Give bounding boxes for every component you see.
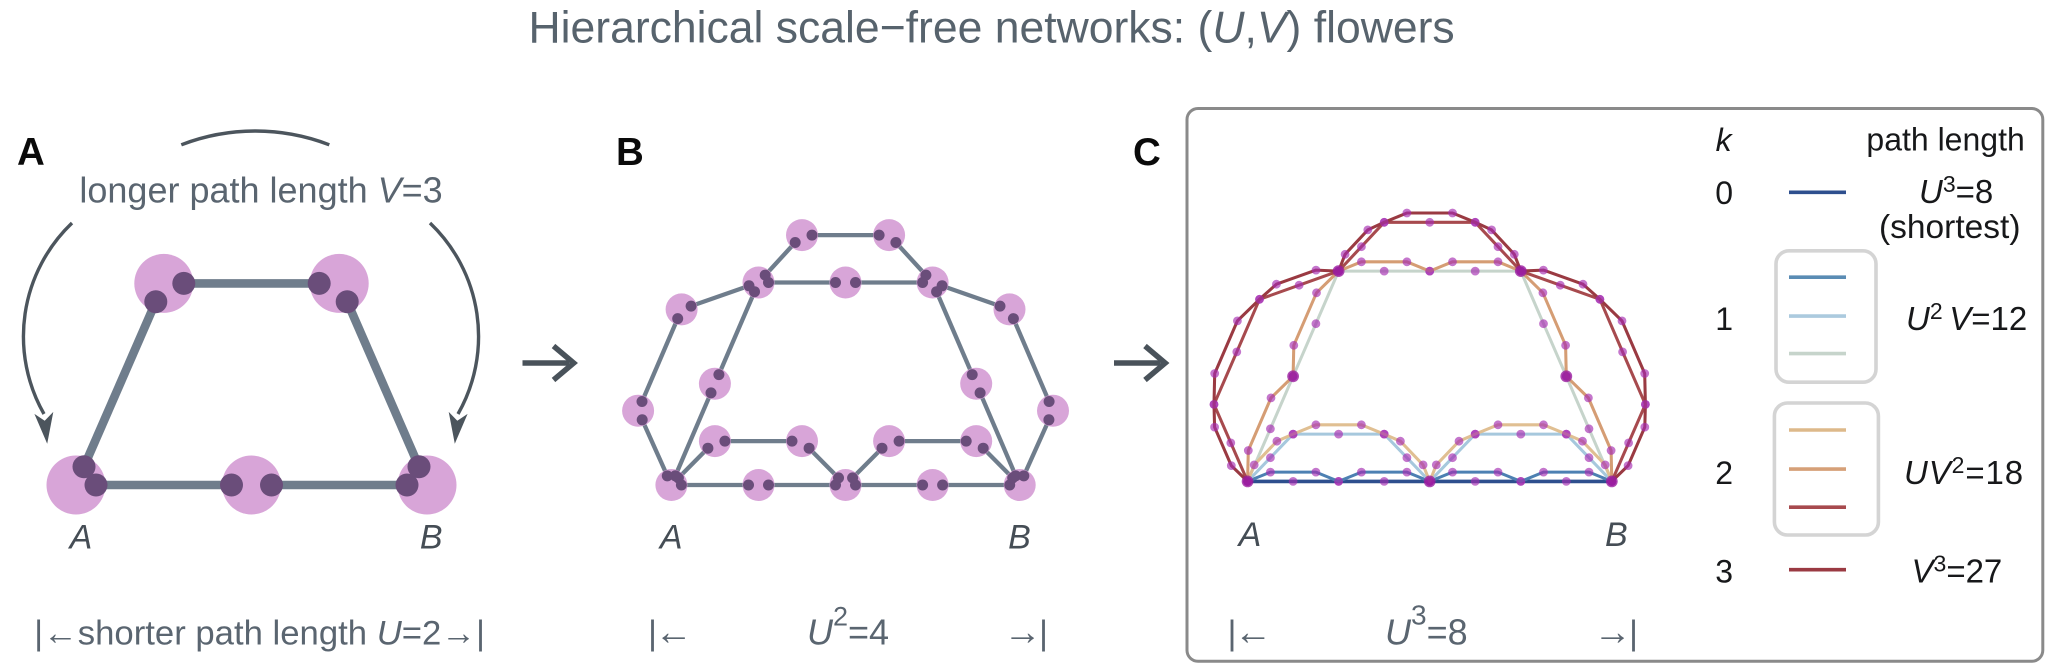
svg-text:UV2=18: UV2=18 [1904, 452, 2024, 491]
svg-text:B: B [1605, 516, 1628, 554]
svg-text:A: A [17, 131, 45, 174]
svg-text:U3=8: U3=8 [1919, 171, 1993, 210]
svg-text:C: C [1133, 131, 1161, 174]
svg-text:1: 1 [1715, 301, 1733, 337]
svg-text:V3=27: V3=27 [1912, 551, 2003, 590]
svg-text:|←: |← [1228, 612, 1273, 654]
svg-text:path length: path length [1866, 122, 2024, 158]
svg-text:|←shorter path length U=2→|: |←shorter path length U=2→| [34, 615, 485, 653]
svg-text:longer path length V=3: longer path length V=3 [79, 170, 442, 211]
svg-text:B: B [616, 131, 644, 174]
svg-text:B: B [1008, 519, 1031, 557]
svg-text:→|: →| [1003, 612, 1048, 654]
svg-text:0: 0 [1715, 175, 1733, 211]
svg-text:U2=4: U2=4 [807, 602, 889, 653]
svg-text:A: A [68, 519, 93, 557]
svg-text:|←: |← [648, 612, 693, 654]
svg-text:A: A [658, 519, 683, 557]
svg-text:A: A [1237, 516, 1262, 554]
svg-text:→|: →| [1593, 612, 1638, 654]
svg-text:U3=8: U3=8 [1385, 600, 1468, 653]
svg-text:B: B [420, 519, 443, 557]
svg-text:k: k [1716, 122, 1734, 158]
svg-text:Hierarchical scale−free networ: Hierarchical scale−free networks: (U,V) … [529, 4, 1455, 53]
svg-text:2: 2 [1715, 455, 1733, 491]
svg-text:U2 V=12: U2 V=12 [1906, 298, 2027, 337]
svg-text:3: 3 [1715, 554, 1733, 590]
svg-text:(shortest): (shortest) [1879, 209, 2020, 246]
